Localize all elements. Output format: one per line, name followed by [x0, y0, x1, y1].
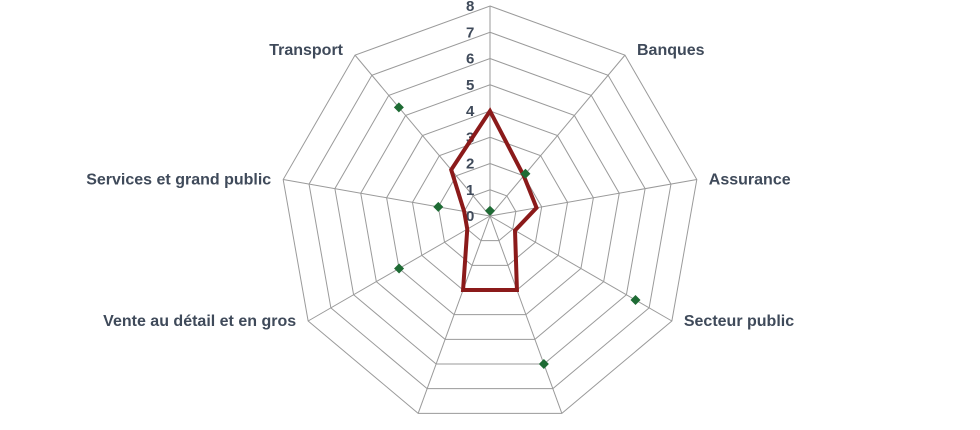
series-1-marker-3 — [630, 295, 641, 305]
tick-label-8: 8 — [466, 0, 474, 15]
grid-ring-6 — [334, 57, 646, 365]
series-layer — [393, 102, 641, 370]
grid-spoke-2 — [489, 179, 697, 217]
tick-label-5: 5 — [466, 77, 474, 94]
tick-label-1: 1 — [466, 182, 474, 199]
series-1-marker-7 — [433, 201, 444, 212]
grid-ring-8 — [282, 5, 698, 414]
tick-label-7: 7 — [466, 24, 474, 41]
grid-ring-4 — [386, 110, 594, 316]
series-1-marker-8 — [393, 102, 404, 113]
grid-spoke-1 — [489, 54, 626, 217]
tick-label-4: 4 — [466, 103, 475, 120]
grid-ring-1 — [463, 189, 517, 242]
category-label-3: Secteur public — [684, 313, 794, 330]
series-1-marker-4 — [538, 359, 549, 370]
category-labels: Banques Assurance Secteur public Vente au d… — [86, 42, 794, 330]
grid-ring-2 — [437, 162, 543, 266]
series-1-marker-6 — [394, 263, 405, 274]
grid-spoke-7 — [283, 179, 491, 217]
grid-spoke-8 — [354, 54, 491, 217]
grid-ring-7 — [308, 31, 672, 390]
category-label-8: Transport — [269, 42, 343, 59]
tick-label-6: 6 — [466, 51, 474, 68]
radar-grid — [282, 5, 698, 414]
category-label-2: Assurance — [709, 172, 791, 189]
series-1-marker-0 — [485, 205, 495, 216]
grid-spoke-5 — [417, 215, 491, 414]
category-label-7: Services et grand public — [86, 172, 271, 189]
series-1-marker-1 — [520, 168, 531, 179]
grid-spoke-3 — [489, 215, 673, 322]
grid-spoke-4 — [489, 215, 563, 414]
category-label-6: Vente au détail et en gros — [103, 313, 296, 330]
category-label-1: Banques — [637, 42, 705, 59]
grid-ring-5 — [360, 84, 620, 340]
tick-label-2: 2 — [466, 156, 474, 173]
series-0-line — [449, 107, 539, 293]
tick-label-0: 0 — [466, 208, 474, 225]
